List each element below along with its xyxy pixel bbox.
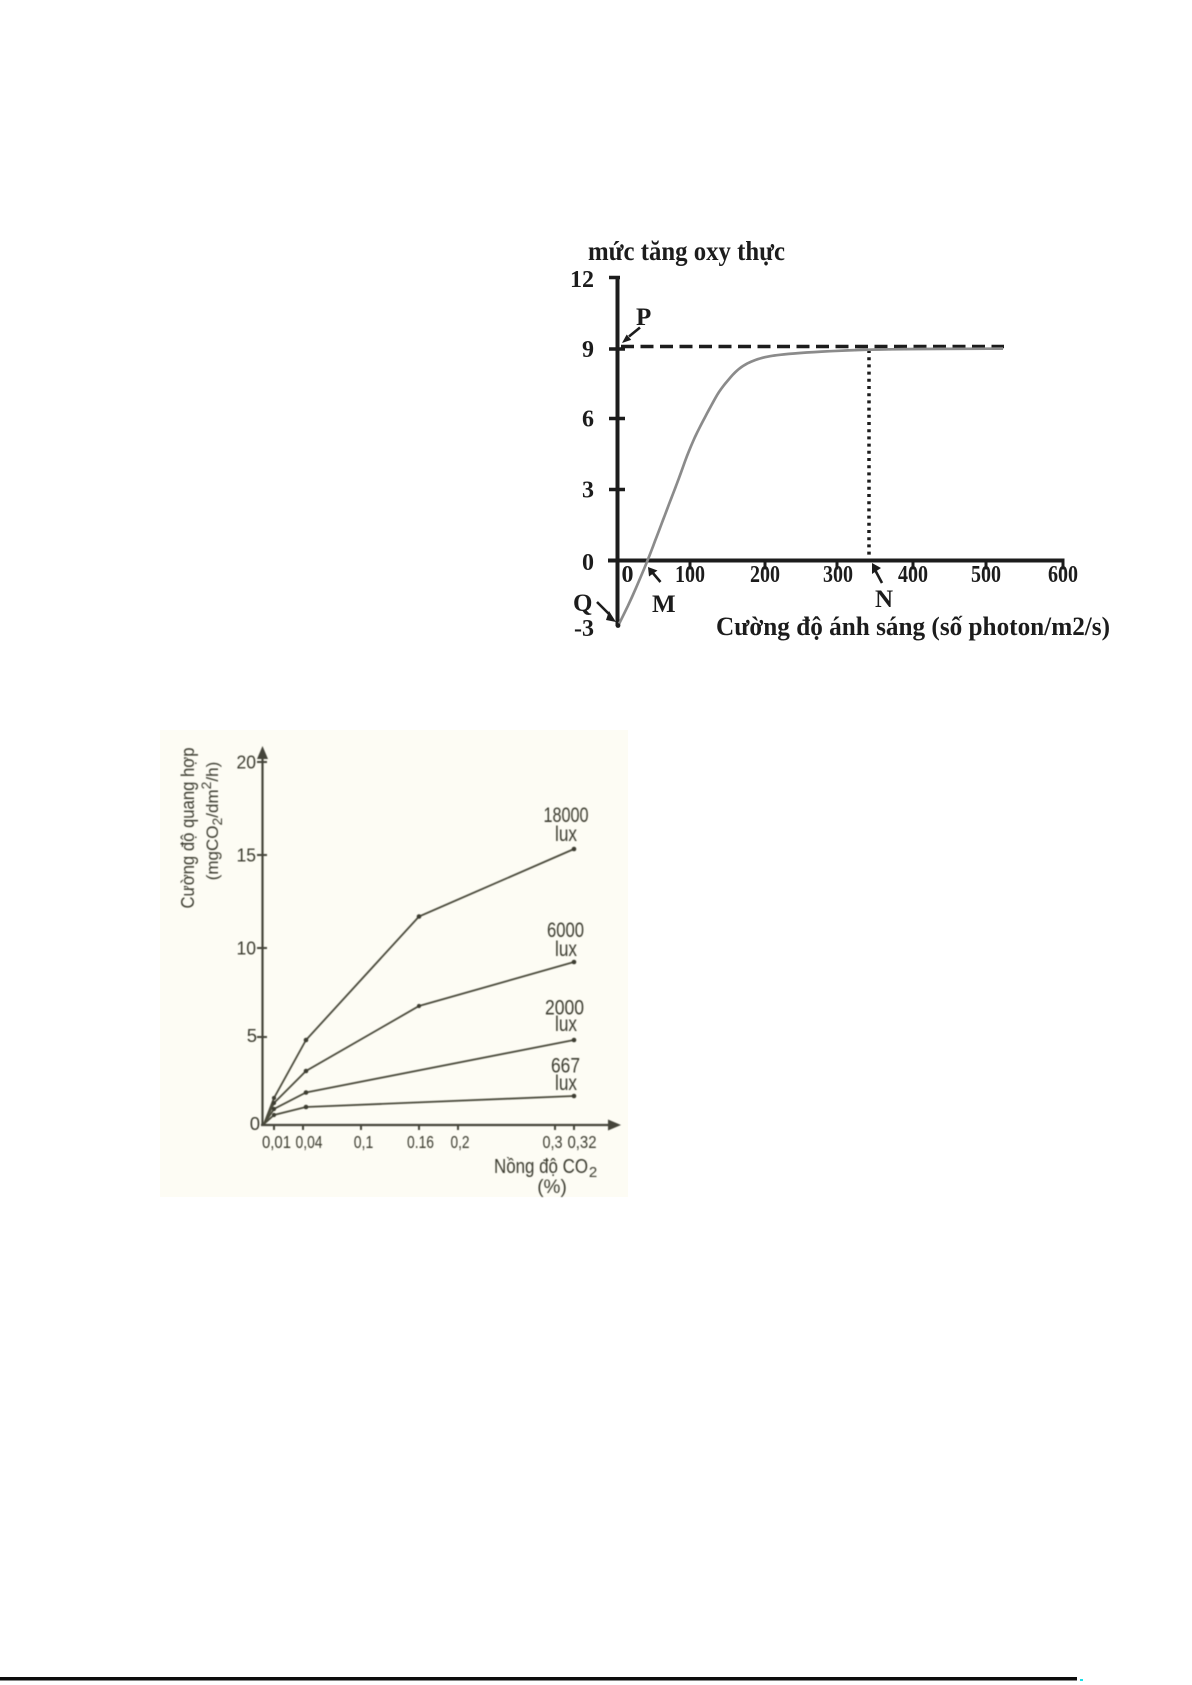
svg-text:600: 600 — [1048, 562, 1078, 588]
svg-text:5: 5 — [247, 1025, 257, 1046]
svg-text:6000: 6000 — [547, 919, 584, 942]
svg-text:0,32: 0,32 — [568, 1132, 597, 1152]
svg-text:2: 2 — [589, 1164, 597, 1181]
svg-text:lux: lux — [555, 1072, 577, 1095]
svg-text:0,04: 0,04 — [296, 1132, 323, 1152]
svg-text:lux: lux — [555, 938, 577, 961]
svg-text:lux: lux — [555, 823, 577, 846]
svg-text:P: P — [636, 304, 651, 331]
svg-text:0: 0 — [622, 562, 634, 588]
svg-text:M: M — [652, 591, 676, 618]
svg-text:0,01: 0,01 — [262, 1132, 291, 1152]
svg-text:N: N — [875, 586, 893, 613]
svg-text:lux: lux — [555, 1013, 577, 1036]
svg-text:0: 0 — [250, 1113, 260, 1134]
svg-text:400: 400 — [898, 562, 928, 588]
svg-text:3: 3 — [582, 478, 594, 504]
svg-text:6: 6 — [582, 407, 594, 433]
svg-text:0,1: 0,1 — [354, 1132, 374, 1152]
svg-text:(%): (%) — [537, 1177, 567, 1198]
svg-text:0.16: 0.16 — [407, 1132, 434, 1152]
svg-text:667: 667 — [551, 1055, 580, 1078]
svg-text:200: 200 — [750, 562, 780, 588]
svg-text:Nồng độ CO: Nồng độ CO — [494, 1156, 588, 1178]
svg-text:0,2: 0,2 — [451, 1132, 470, 1152]
svg-text:10: 10 — [237, 938, 257, 959]
svg-text:12: 12 — [570, 267, 594, 293]
svg-text:15: 15 — [237, 845, 257, 866]
svg-text:20: 20 — [237, 752, 257, 773]
svg-text:-3: -3 — [574, 616, 594, 642]
svg-text:500: 500 — [971, 562, 1001, 588]
svg-text:Cường độ ánh sáng (số photon/m: Cường độ ánh sáng (số photon/m2/s) — [716, 612, 1110, 641]
svg-text:100: 100 — [675, 562, 705, 588]
svg-text:Q: Q — [573, 590, 592, 617]
svg-text:2000: 2000 — [545, 997, 584, 1020]
svg-text:300: 300 — [823, 562, 853, 588]
svg-text:9: 9 — [582, 337, 594, 363]
svg-text:0: 0 — [582, 550, 594, 576]
svg-text:18000: 18000 — [544, 804, 589, 827]
svg-text:mức tăng oxy thực: mức tăng oxy thực — [588, 236, 785, 266]
svg-text:Cường độ quang hợp: Cường độ quang hợp — [178, 748, 198, 909]
svg-text:0,3: 0,3 — [543, 1132, 563, 1152]
